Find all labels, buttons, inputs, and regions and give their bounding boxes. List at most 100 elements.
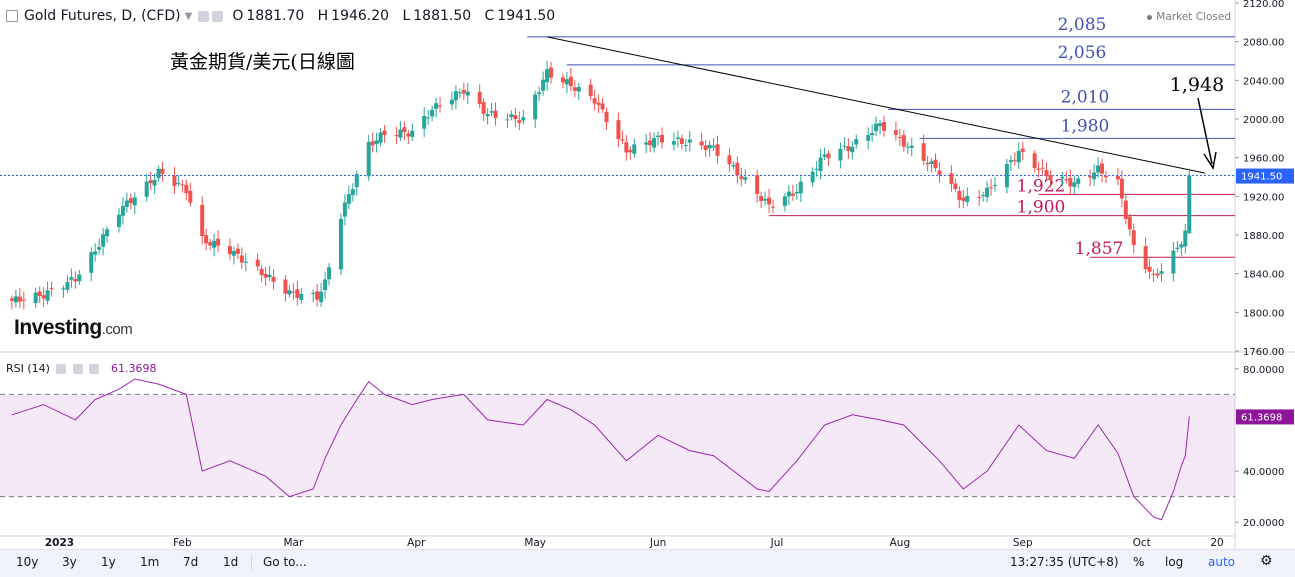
eye-icon[interactable] <box>198 10 210 22</box>
candle-body <box>814 168 819 170</box>
candle-body <box>481 102 486 114</box>
eye-icon[interactable] <box>56 364 67 374</box>
candle-body <box>549 67 554 78</box>
candle-body <box>176 182 181 184</box>
trendline: 1,948 <box>546 36 1224 174</box>
time-tick-label: Apr <box>407 537 426 549</box>
time-tick-label: Jun <box>649 537 666 549</box>
candle-body <box>9 298 14 301</box>
log-toggle[interactable]: log <box>1165 555 1184 569</box>
candle-body <box>826 153 831 159</box>
rsi-label: RSI (14) <box>6 362 50 375</box>
range-10y[interactable]: 10y <box>16 555 39 569</box>
collapse-toggle[interactable] <box>6 10 18 22</box>
candle-body <box>101 234 106 247</box>
clock-readout: 13:27:35 (UTC+8) <box>1010 555 1119 569</box>
price-tick-label: 2000.00 <box>1243 115 1284 126</box>
candle-body <box>1151 273 1156 275</box>
candle-body <box>854 139 859 145</box>
range-1d[interactable]: 1d <box>223 555 239 569</box>
goto-button[interactable]: Go to... <box>263 555 307 569</box>
candle-body <box>1119 178 1124 199</box>
time-tick-label: May <box>524 537 546 549</box>
gear-icon[interactable] <box>72 364 83 374</box>
candle-body <box>116 214 121 227</box>
candle-body <box>735 162 740 176</box>
range-1m[interactable]: 1m <box>140 555 160 569</box>
candle-body <box>13 296 18 303</box>
candle-body <box>160 168 165 174</box>
candle-body <box>438 105 443 107</box>
candle-body <box>295 289 300 298</box>
candle-body <box>235 248 240 254</box>
range-1y[interactable]: 1y <box>101 555 116 569</box>
candle-body <box>1060 176 1065 179</box>
candle-body <box>838 148 843 161</box>
candle-body <box>576 86 581 92</box>
support-label: 1,857 <box>1075 239 1124 259</box>
gear-icon[interactable]: ⚙ <box>1260 553 1273 569</box>
candle-body <box>850 146 855 153</box>
candle-body <box>1016 151 1021 163</box>
high-value: 1946.20 <box>331 8 390 24</box>
candle-body <box>905 146 910 148</box>
symbol-title[interactable]: Gold Futures, D, (CFD) <box>24 8 181 24</box>
candle-body <box>993 185 998 187</box>
candle-body <box>505 119 510 121</box>
candle-body <box>1044 170 1049 177</box>
range-7d[interactable]: 7d <box>183 555 199 569</box>
range-3y[interactable]: 3y <box>62 555 77 569</box>
candle-body <box>731 165 736 167</box>
candle-body <box>327 267 332 280</box>
candle-body <box>1072 182 1077 187</box>
candle-body <box>200 204 205 237</box>
candle-body <box>628 150 633 153</box>
chevron-down-icon[interactable]: ▼ <box>184 10 193 22</box>
candle-body <box>957 191 962 200</box>
percent-toggle[interactable]: % <box>1133 555 1145 569</box>
candle-body <box>184 184 189 194</box>
low-value: 1881.50 <box>413 8 472 24</box>
candle-body <box>212 240 217 248</box>
candle-body <box>763 199 768 201</box>
candle-body <box>374 140 379 145</box>
candle-body <box>1068 178 1073 187</box>
candle-body <box>521 117 526 121</box>
candle-body <box>961 197 966 201</box>
candle-body <box>755 174 760 194</box>
candle-body <box>533 94 538 120</box>
candle-body <box>1159 271 1164 274</box>
auto-toggle[interactable]: auto <box>1208 555 1236 569</box>
candle-body <box>620 139 625 141</box>
candle-body <box>965 195 970 203</box>
candle-body <box>1179 244 1184 248</box>
candle-body <box>73 279 78 282</box>
callout-arrow-head <box>1203 151 1217 170</box>
candle-body <box>65 282 70 290</box>
candle-body <box>259 268 264 276</box>
candle-body <box>243 261 248 263</box>
candle-body <box>604 111 609 123</box>
candle-body <box>564 79 569 85</box>
investing-logo: Investing.com <box>14 316 133 339</box>
candle-body <box>882 121 887 131</box>
gear-icon[interactable] <box>212 10 224 22</box>
candle-body <box>743 177 748 180</box>
candle-body <box>568 76 573 87</box>
candle-body <box>874 123 879 132</box>
open-value: 1881.70 <box>246 8 305 24</box>
candle-body <box>323 279 328 291</box>
candle-body <box>350 189 355 196</box>
status-dot-icon <box>1147 14 1153 20</box>
candle-body <box>624 142 629 153</box>
candle-body <box>846 146 851 151</box>
candle-body <box>1131 230 1136 246</box>
close-icon[interactable] <box>89 364 100 374</box>
rsi-tick-label: 20.0000 <box>1243 518 1284 529</box>
candle-body <box>703 145 708 151</box>
resistance-label: 2,085 <box>1058 15 1107 35</box>
candle-body <box>287 290 292 295</box>
candle-body <box>255 259 260 267</box>
candle-body <box>105 229 110 237</box>
